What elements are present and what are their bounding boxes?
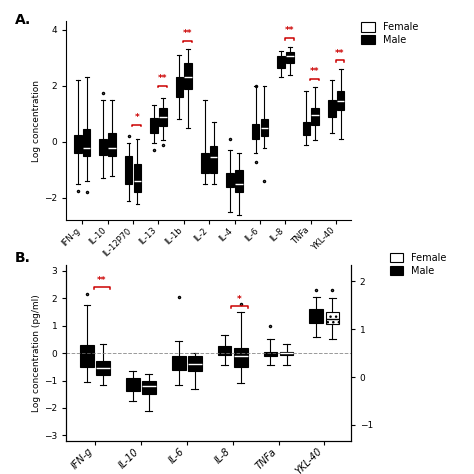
PathPatch shape — [126, 378, 140, 392]
Y-axis label: Log concentration (pg/ml): Log concentration (pg/ml) — [32, 294, 41, 412]
PathPatch shape — [134, 164, 141, 192]
PathPatch shape — [100, 139, 107, 155]
Legend: Female, Male: Female, Male — [390, 253, 447, 276]
PathPatch shape — [210, 146, 218, 173]
PathPatch shape — [108, 134, 116, 156]
PathPatch shape — [142, 381, 156, 394]
Text: **: ** — [157, 74, 167, 83]
PathPatch shape — [302, 122, 310, 135]
PathPatch shape — [74, 135, 82, 153]
PathPatch shape — [277, 56, 285, 68]
Text: **: ** — [183, 29, 192, 38]
PathPatch shape — [226, 173, 234, 187]
PathPatch shape — [80, 346, 94, 367]
PathPatch shape — [261, 119, 268, 137]
Text: **: ** — [284, 27, 294, 36]
Text: **: ** — [97, 275, 107, 284]
PathPatch shape — [201, 153, 209, 173]
PathPatch shape — [311, 108, 319, 125]
PathPatch shape — [286, 52, 293, 64]
PathPatch shape — [234, 347, 247, 367]
PathPatch shape — [172, 356, 186, 370]
PathPatch shape — [96, 361, 110, 375]
PathPatch shape — [264, 352, 277, 356]
PathPatch shape — [150, 118, 158, 134]
PathPatch shape — [83, 129, 91, 156]
Y-axis label: Log concentration: Log concentration — [32, 80, 41, 162]
Text: **: ** — [335, 49, 345, 58]
Text: A.: A. — [15, 13, 31, 27]
PathPatch shape — [280, 352, 293, 356]
Text: **: ** — [310, 67, 319, 76]
PathPatch shape — [218, 346, 231, 356]
Text: B.: B. — [15, 251, 31, 265]
PathPatch shape — [328, 100, 336, 117]
PathPatch shape — [326, 312, 339, 324]
PathPatch shape — [310, 310, 323, 323]
PathPatch shape — [175, 77, 183, 97]
PathPatch shape — [159, 108, 167, 127]
PathPatch shape — [252, 124, 259, 139]
PathPatch shape — [125, 156, 132, 184]
Text: *: * — [237, 295, 242, 304]
Legend: Female, Male: Female, Male — [361, 22, 418, 45]
PathPatch shape — [235, 170, 243, 192]
Text: *: * — [135, 113, 139, 122]
PathPatch shape — [188, 356, 201, 371]
PathPatch shape — [184, 64, 192, 89]
PathPatch shape — [337, 91, 345, 109]
